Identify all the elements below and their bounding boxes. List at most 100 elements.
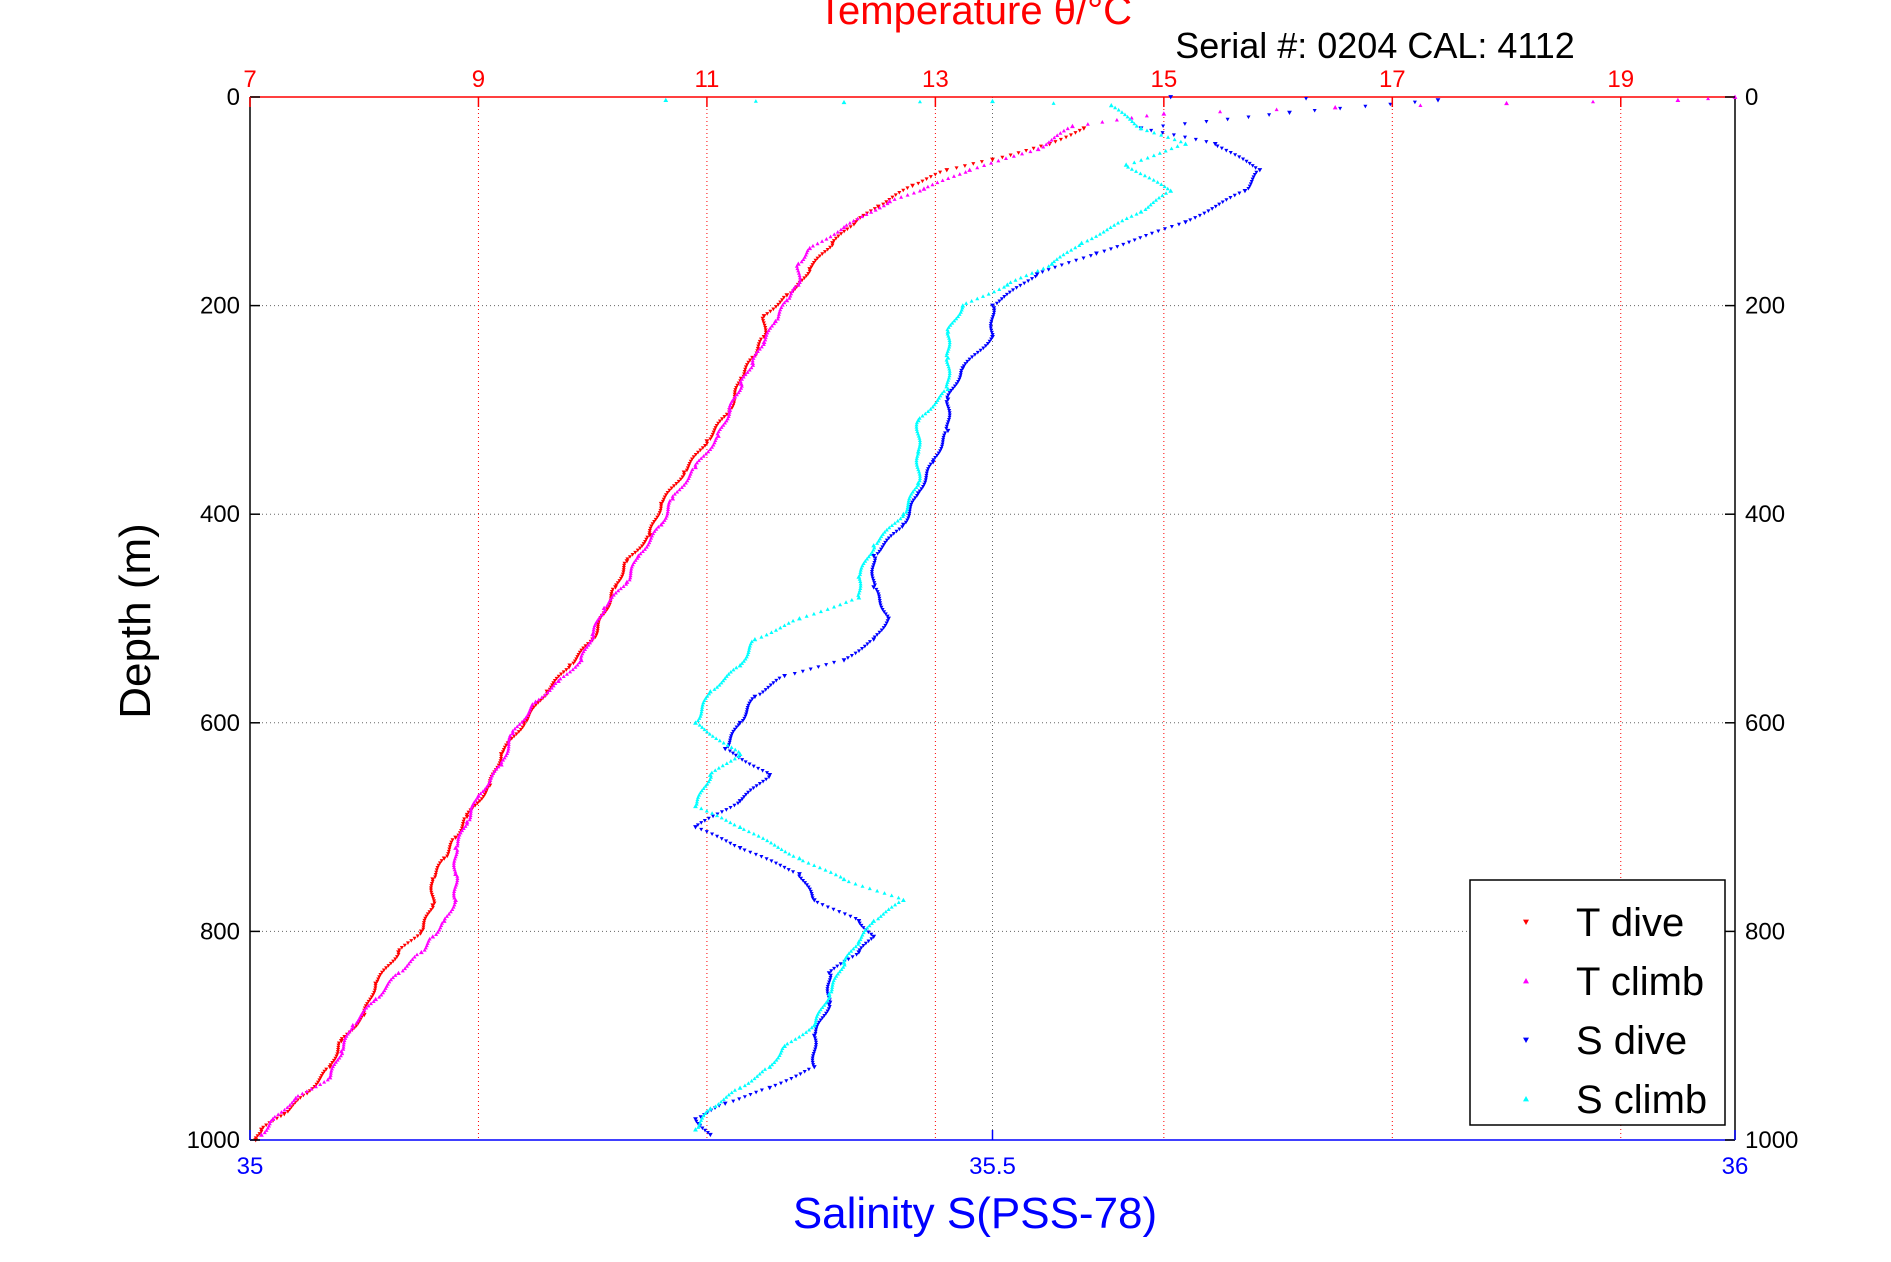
data-point [1138, 236, 1143, 240]
data-point [464, 814, 470, 820]
data-point [841, 965, 846, 969]
data-point [883, 612, 888, 617]
data-point [945, 380, 950, 384]
data-point [295, 1093, 300, 1098]
data-point [915, 491, 921, 496]
data-point [747, 701, 752, 706]
data-point [774, 1058, 779, 1062]
data-point [449, 840, 454, 845]
data-point [918, 476, 923, 481]
data-point [822, 1013, 827, 1018]
data-point [944, 426, 949, 431]
data-point [746, 650, 751, 654]
data-point [878, 603, 883, 608]
data-point [1193, 137, 1198, 142]
data-point [944, 384, 949, 389]
data-point [947, 373, 952, 378]
data-point [382, 988, 387, 993]
data-point [678, 477, 683, 482]
data-point [1115, 245, 1120, 249]
data-point [960, 305, 965, 310]
data-point [335, 1052, 340, 1056]
data-point [499, 756, 504, 761]
data-point [841, 658, 847, 663]
data-point [429, 892, 434, 897]
data-point [930, 182, 935, 187]
data-point [684, 468, 689, 473]
data-point [384, 966, 389, 970]
data-point [1127, 240, 1132, 245]
data-point [371, 993, 376, 997]
data-point [809, 891, 814, 896]
data-point [915, 480, 921, 485]
data-point [1212, 142, 1218, 147]
data-point [767, 773, 773, 778]
data-point [941, 435, 946, 440]
data-point [940, 440, 945, 444]
data-marks [253, 94, 1738, 1143]
data-point [924, 177, 929, 181]
data-point [422, 948, 427, 952]
data-point [885, 614, 890, 619]
data-point [453, 897, 459, 903]
data-point [680, 475, 685, 479]
data-point [624, 559, 630, 564]
data-point [567, 663, 573, 668]
data-point [744, 710, 749, 714]
data-point [1052, 135, 1057, 140]
data-point [740, 377, 745, 381]
data-point [761, 321, 766, 325]
data-point [797, 1034, 802, 1039]
data-point [787, 296, 792, 300]
data-point [732, 392, 737, 397]
data-point [764, 857, 769, 861]
data-point [624, 582, 629, 586]
data-point [905, 503, 910, 507]
data-point [745, 363, 750, 367]
data-point [972, 353, 977, 357]
data-point [764, 777, 769, 782]
data-point [889, 905, 894, 909]
data-point [773, 305, 778, 309]
data-point [818, 1007, 823, 1012]
data-point [1162, 227, 1167, 231]
data-point [737, 663, 743, 668]
data-point [338, 1048, 344, 1054]
data-point [901, 522, 906, 528]
data-point [945, 428, 951, 434]
data-point [1108, 225, 1113, 229]
data-point [727, 403, 732, 408]
data-point [1146, 205, 1151, 209]
data-point [869, 921, 874, 925]
data-point [435, 930, 440, 934]
data-point [1113, 105, 1118, 110]
data-point [938, 393, 943, 398]
data-point [281, 1112, 287, 1117]
data-point [815, 900, 820, 905]
data-point [1097, 232, 1102, 236]
data-point [760, 1069, 765, 1074]
data-point [871, 934, 877, 940]
data-point [481, 794, 486, 799]
data-point [304, 1089, 309, 1093]
data-point [1008, 280, 1013, 285]
data-point [722, 1101, 728, 1106]
data-point [484, 784, 489, 789]
data-point [693, 464, 698, 470]
data-point [811, 1065, 817, 1070]
data-point [748, 788, 753, 793]
data-point [975, 296, 980, 301]
data-point [813, 1047, 818, 1052]
data-point [989, 319, 994, 324]
data-point [861, 926, 866, 930]
data-point [877, 599, 882, 603]
data-point [278, 1114, 283, 1119]
data-point [554, 676, 559, 681]
data-point [501, 748, 506, 752]
data-point [951, 174, 956, 178]
data-point [429, 908, 434, 912]
data-point [883, 909, 888, 914]
data-point [551, 683, 556, 688]
data-point [317, 1078, 322, 1083]
data-point [861, 943, 866, 948]
